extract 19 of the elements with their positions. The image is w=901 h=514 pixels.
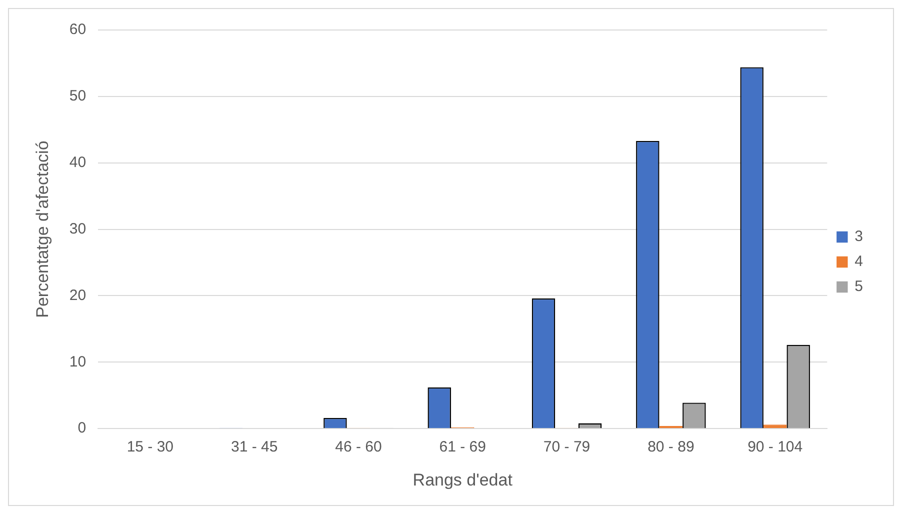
y-tick-label: 40 — [69, 154, 86, 172]
x-tick-label: 80 - 89 — [648, 438, 694, 456]
legend-label: 3 — [854, 228, 863, 246]
x-tick-label: 90 - 104 — [748, 438, 803, 456]
x-axis-title: Rangs d'edat — [412, 470, 513, 490]
y-tick-label: 0 — [78, 420, 86, 437]
y-tick-label: 30 — [69, 220, 86, 238]
y-tick-label: 20 — [69, 286, 86, 304]
x-tick-label: 15 - 30 — [126, 438, 174, 456]
x-tick-label: 70 - 79 — [543, 438, 590, 456]
y-axis-title: Percentatge d'afectació — [32, 140, 52, 318]
y-tick-label: 60 — [69, 21, 86, 38]
x-tick-label: 46 - 60 — [335, 438, 382, 456]
x-tick-label: 31 - 45 — [230, 438, 278, 456]
legend-label: 4 — [854, 253, 863, 270]
x-tick-label: 61 - 69 — [439, 438, 486, 456]
y-tick-label: 10 — [69, 353, 86, 370]
y-tick-label: 50 — [69, 88, 86, 105]
legend-label: 5 — [854, 278, 863, 296]
